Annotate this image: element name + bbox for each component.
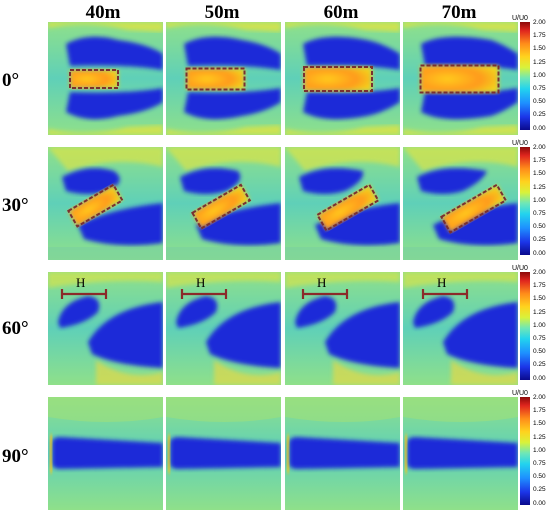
flow-panel-60deg-40m: H [48,272,163,385]
flow-panel-0deg-50m [166,22,281,135]
h-annotation-label: H [76,275,86,290]
colorbar-tick-label: 1.50 [533,170,546,178]
colorbar-tick-label: 1.25 [533,183,546,191]
row-header-30deg: 30° [2,195,29,216]
colorbar-title: U/U0 [512,140,528,147]
h-annotation-label: H [437,275,447,290]
flow-panel-60deg-50m: H [166,272,281,385]
colorbar-tick-label: 1.75 [533,282,546,290]
colorbar-tick-label: 2.00 [533,144,546,151]
column-header-60m: 60m [323,2,359,23]
colorbar-tick-label: 0.25 [533,111,546,119]
flow-panel-0deg-60m [285,22,400,135]
colorbar-tick-label: 1.00 [533,71,546,79]
colorbar [520,397,530,505]
colorbar-tick-label: 1.75 [533,407,546,415]
colorbar-tick-label: 1.25 [533,433,546,441]
flow-panel-90deg-60m [285,397,400,510]
colorbar-tick-label: 0.75 [533,460,546,467]
colorbar-title: U/U0 [512,265,528,272]
colorbar-title: U/U0 [512,390,528,397]
column-header-50m: 50m [204,2,240,23]
colorbar-tick-label: 1.75 [533,32,546,40]
colorbar-tick-label: 2.00 [533,269,546,276]
colorbar [520,22,530,130]
flow-panel-30deg-40m [48,147,163,260]
flow-panel-30deg-50m [166,147,281,260]
flow-panel-90deg-70m [403,397,518,510]
column-header-70m: 70m [441,2,477,23]
colorbar-tick-label: 0.25 [533,486,546,494]
colorbar-tick-label: 0.00 [533,249,546,257]
flow-panel-90deg-40m [48,397,163,510]
flow-panel-0deg-40m [48,22,163,135]
h-annotation-label: H [317,275,327,290]
colorbar-tick-label: 1.50 [533,420,546,428]
colorbar-tick-label: 0.25 [533,236,546,244]
row-header-90deg: 90° [2,446,29,467]
flow-panel-30deg-60m [285,147,400,260]
colorbar-tick-label: 0.75 [533,335,546,342]
flow-panel-60deg-60m: H [285,272,400,385]
colorbar-tick-label: 1.50 [533,45,546,53]
colorbar-tick-label: 0.50 [533,223,546,231]
colorbar-tick-label: 1.25 [533,58,546,66]
colorbar-tick-label: 1.00 [533,196,546,204]
colorbar [520,147,530,255]
colorbar-tick-label: 0.00 [533,499,546,507]
h-annotation-label: H [196,275,206,290]
colorbar-tick-label: 0.25 [533,361,546,369]
flow-panel-0deg-70m [403,22,518,135]
colorbar-tick-label: 1.25 [533,308,546,316]
colorbar-tick-label: 0.50 [533,98,546,106]
row-header-60deg: 60° [2,318,29,339]
colorbar-tick-label: 1.75 [533,157,546,165]
flow-panel-30deg-70m [403,147,518,260]
colorbar-tick-label: 0.50 [533,473,546,481]
colorbar-tick-label: 0.75 [533,85,546,92]
flow-panel-60deg-70m: H [403,272,518,385]
colorbar [520,272,530,380]
colorbar-tick-label: 1.00 [533,446,546,454]
column-header-40m: 40m [85,2,121,23]
colorbar-tick-label: 0.00 [533,374,546,382]
flow-panel-90deg-50m [166,397,281,510]
colorbar-tick-label: 0.00 [533,124,546,132]
colorbar-title: U/U0 [512,15,528,22]
colorbar-tick-label: 2.00 [533,394,546,401]
colorbar-tick-label: 2.00 [533,19,546,26]
colorbar-tick-label: 0.50 [533,348,546,356]
colorbar-tick-label: 1.00 [533,321,546,329]
row-header-0deg: 0° [2,70,20,91]
colorbar-tick-label: 0.75 [533,210,546,217]
colorbar-tick-label: 1.50 [533,295,546,303]
